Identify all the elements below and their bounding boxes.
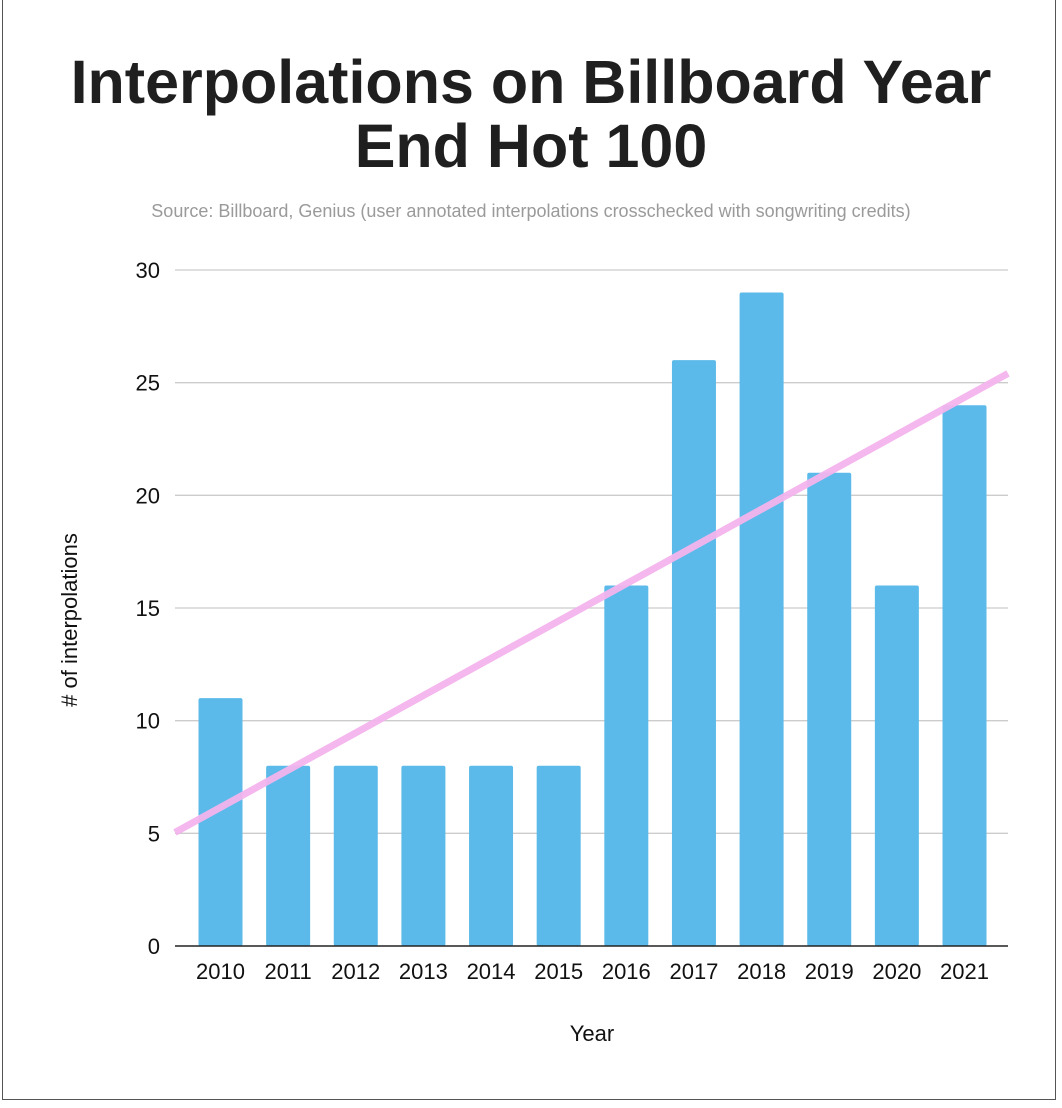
trendline (173, 370, 1010, 836)
x-tick-label: 2010 (196, 959, 245, 984)
bar (401, 765, 446, 946)
x-tick-label: 2019 (805, 959, 854, 984)
bar (266, 765, 311, 946)
chart-title: Interpolations on Billboard Year End Hot … (0, 50, 1062, 178)
bar (671, 360, 716, 947)
trendline-line (173, 370, 1010, 836)
bar (942, 405, 987, 946)
x-tick-label: 2021 (940, 959, 989, 984)
chart-title-text: Interpolations on Billboard Year End Hot … (70, 48, 992, 180)
x-tick-label: 2013 (399, 959, 448, 984)
bars (198, 292, 987, 947)
y-tick-label: 5 (148, 821, 160, 846)
y-axis-label: # of interpolations (57, 533, 82, 707)
x-tick-label: 2020 (872, 959, 921, 984)
x-tick-label: 2012 (331, 959, 380, 984)
x-tick-labels: 2010 2011 2012 2013 2014 2015 2016 2017 2018 2019… (196, 959, 989, 984)
x-tick-label: 2015 (534, 959, 583, 984)
y-tick-label: 30 (136, 258, 160, 283)
x-tick-label: 2017 (669, 959, 718, 984)
y-tick-label: 0 (148, 934, 160, 959)
y-tick-label: 25 (136, 371, 160, 396)
y-tick-label: 15 (136, 596, 160, 621)
x-tick-label: 2016 (602, 959, 651, 984)
x-tick-label: 2014 (467, 959, 516, 984)
bar (198, 698, 243, 946)
bar (469, 765, 514, 946)
bar (333, 765, 378, 946)
bar (536, 765, 581, 946)
y-tick-label: 20 (136, 483, 160, 508)
y-tick-labels: 0 5 10 15 20 25 30 (136, 258, 160, 959)
grid-lines (175, 269, 1008, 834)
chart-subtitle-text: Source: Billboard, Genius (user annotate… (151, 201, 911, 221)
bar (604, 585, 649, 946)
bar (739, 292, 784, 946)
y-tick-label: 10 (136, 709, 160, 734)
x-axis-label: Year (570, 1021, 614, 1046)
x-tick-label: 2011 (264, 959, 311, 984)
bar (807, 472, 852, 946)
x-tick-label: 2018 (737, 959, 786, 984)
chart-subtitle: Source: Billboard, Genius (user annotate… (0, 201, 1062, 222)
bar (874, 585, 919, 946)
